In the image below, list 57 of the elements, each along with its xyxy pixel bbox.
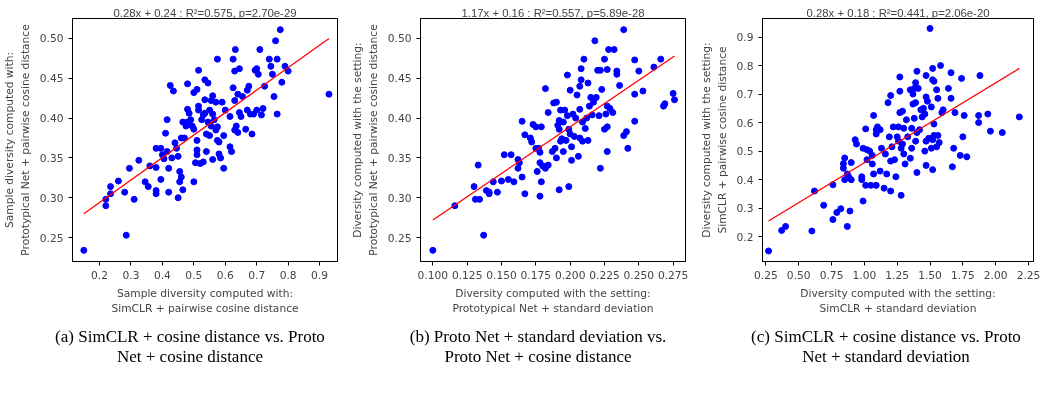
x-tick-label: 0.75: [819, 268, 844, 282]
y-tick-label: 0.25: [39, 231, 64, 245]
chart-title: 1.17x + 0.16 : R²=0.557, p=5.89e-28: [461, 6, 645, 19]
x-tick-label: 0.125: [451, 268, 483, 282]
x-axis-title: Diversity computed with the setting: SimCLR + standard deviation: [800, 286, 996, 316]
x-tick-label: 0.3: [122, 268, 140, 282]
y-tick-label: 0.7: [736, 88, 754, 102]
x-tick-label: 0.150: [486, 268, 517, 282]
y-tick-label: 0.30: [39, 191, 64, 205]
x-tick-label: 2.00: [983, 268, 1008, 282]
y-tick-label: 0.2: [736, 230, 754, 244]
text: (b) Proto Net + standard deviation vs. Proto Net + cosine distance: [408, 327, 668, 368]
y-tick-label: 0.45: [39, 72, 64, 86]
y-tick-label: 0.6: [736, 116, 754, 130]
y-tick-label: 0.35: [387, 151, 412, 165]
x-tick-label: 1.50: [918, 268, 943, 282]
x-tick-label: 0.9: [311, 268, 329, 282]
y-tick-label: 0.4: [736, 173, 754, 187]
x-tick-label: 1.00: [852, 268, 877, 282]
x-tick-label: 1.75: [951, 268, 975, 282]
y-axis-title: Diversity computed with the setting: SimCLR + pairwise cosine distance: [699, 42, 729, 238]
x-axis-title: Diversity computed with the setting: Prototypical Net + standard deviation: [452, 286, 654, 316]
x-tick-label: 0.6: [216, 268, 234, 282]
chart-title: 0.28x + 0.24 : R²=0.575, p=2.70e-29: [113, 6, 297, 19]
y-tick-label: 0.40: [387, 112, 412, 126]
x-tick-label: 0.50: [786, 268, 811, 282]
x-tick-label: 0.225: [589, 268, 620, 282]
x-tick-label: 0.175: [520, 268, 552, 282]
x-tick-label: 0.100: [417, 268, 449, 282]
x-tick-label: 2.25: [1016, 268, 1041, 282]
y-tick-label: 0.30: [387, 191, 412, 205]
text: (c) SimCLR + cosine distance vs. Proto Net + standard deviation: [750, 327, 1022, 368]
y-tick-label: 0.25: [387, 231, 412, 245]
y-tick-label: 0.50: [39, 32, 64, 46]
x-tick-label: 0.8: [279, 268, 297, 282]
y-tick-label: 0.5: [736, 145, 754, 159]
x-axis-title: Sample diversity computed with: SimCLR + pairwise cosine distance: [111, 286, 299, 316]
chart-title: 0.28x + 0.18 : R²=0.441, p=2.06e-20: [806, 6, 990, 19]
x-tick-label: 0.7: [248, 268, 266, 282]
x-tick-label: 0.4: [153, 268, 172, 282]
x-tick-label: 0.2: [91, 268, 109, 282]
x-tick-label: 0.250: [623, 268, 655, 282]
y-tick-label: 0.40: [39, 112, 64, 126]
x-tick-label: 1.25: [885, 268, 910, 282]
x-tick-label: 0.5: [185, 268, 203, 282]
x-tick-label: 0.275: [657, 268, 689, 282]
y-tick-label: 0.3: [736, 202, 754, 216]
y-tick-label: 0.35: [39, 151, 64, 165]
y-tick-label: 0.50: [387, 32, 412, 46]
y-tick-label: 0.8: [736, 59, 754, 73]
text: (a) SimCLR + cosine distance vs. Proto Net + cosine distance: [54, 327, 326, 368]
y-axis-title: Diversity computed with the setting: Prototypical Net + pairwise cosine distance: [351, 24, 380, 256]
x-tick-label: 0.25: [754, 268, 778, 282]
y-tick-label: 0.45: [387, 72, 412, 86]
y-axis-title: Sample diversity computed with: Prototypical Net + pairwise cosine distance: [3, 24, 32, 256]
x-tick-label: 0.200: [554, 268, 586, 282]
y-tick-label: 0.9: [736, 31, 754, 45]
